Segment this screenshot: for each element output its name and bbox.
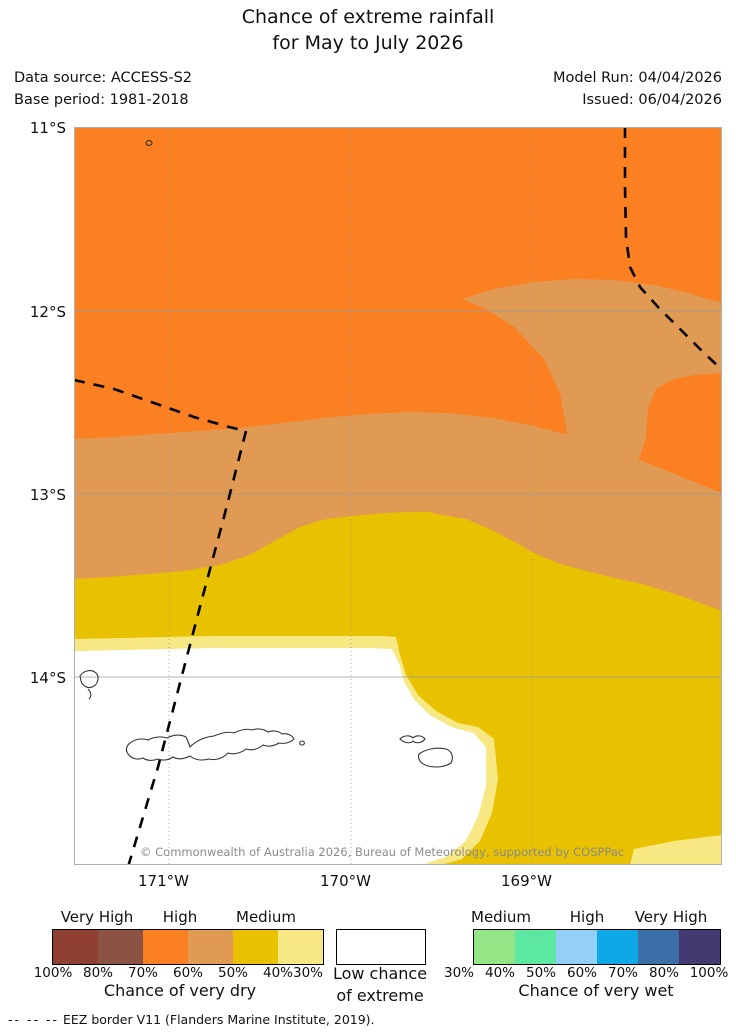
island-west-atoll <box>79 670 99 689</box>
legend-wet-title: Chance of very wet <box>518 981 674 1000</box>
map-copyright: © Commonwealth of Australia 2026, Bureau… <box>140 845 625 859</box>
base-period-text: Base period: 1981-2018 <box>14 92 189 108</box>
eez-dash-sample: -- -- -- <box>8 1012 60 1027</box>
map-canvas <box>74 127 722 865</box>
map-gridlines <box>74 310 722 678</box>
y-axis-tick-11S: 11°S <box>29 119 66 137</box>
eez-border-northeast <box>623 127 722 371</box>
metadata-left: Data source: ACCESS-S2 Base period: 1981… <box>14 67 192 111</box>
legend-wet-swatch-40 <box>515 930 556 964</box>
fill-dry-60-ne-lobe <box>462 279 722 473</box>
model-run-text: Model Run: 04/04/2026 <box>552 70 722 86</box>
fill-low-chance <box>74 648 486 865</box>
legend-wet-tick-70: 70% <box>607 965 639 981</box>
legend-low-chance-title: Low chance of extreme <box>333 963 427 1007</box>
legend-dry-tick-70: 70% <box>127 965 159 981</box>
legend-dry-tick-50: 50% <box>217 965 249 981</box>
fill-dry-40-se-strip <box>630 835 722 865</box>
x-axis-tick-171W: 171°W <box>138 872 189 890</box>
legend-wet-swatch-70 <box>638 930 679 964</box>
legend-wet-tick-40: 40% <box>484 965 516 981</box>
issued-text: Issued: 06/04/2026 <box>582 92 722 108</box>
legend-dry-swatch-100 <box>53 930 98 964</box>
x-axis-tick-169W: 169°W <box>501 872 552 890</box>
title-line-1: Chance of extreme rainfall <box>241 6 495 28</box>
island-tutuila-speck <box>299 740 305 746</box>
legend-dry-swatch-80 <box>98 930 143 964</box>
legend-dry-cat-high: High <box>162 908 198 926</box>
legend-wet-tick-100: 100% <box>689 965 729 981</box>
legend-dry-swatch-70 <box>143 930 188 964</box>
y-axis-tick-13S: 13°S <box>29 486 66 504</box>
x-axis-tick-170W: 170°W <box>320 872 371 890</box>
island-speck-north <box>145 140 153 146</box>
eez-footer-text: EEZ border V11 (Flanders Marine Institut… <box>63 1012 375 1027</box>
legend-dry-tick-100: 100% <box>33 965 73 981</box>
eez-border-southwest <box>127 430 248 865</box>
legend-dry-title: Chance of very dry <box>103 981 257 1000</box>
legend-wet-cat-medium: Medium <box>471 908 531 926</box>
eez-border <box>74 127 722 865</box>
metadata-right: Model Run: 04/04/2026 Issued: 06/04/2026 <box>553 67 722 111</box>
legend-dry-tick-40: 40% <box>262 965 294 981</box>
legend-dry-tick-60: 60% <box>172 965 204 981</box>
data-source-text: Data source: ACCESS-S2 <box>14 70 193 86</box>
legend-dry-swatch-50 <box>233 930 278 964</box>
legend-wet-swatch-60 <box>597 930 638 964</box>
legend-low-chance-swatch[interactable] <box>336 929 426 965</box>
page-title: Chance of extreme rainfall for May to Ju… <box>0 4 736 56</box>
legend-wet-cat-high: High <box>569 908 605 926</box>
legend-dry-colorbar[interactable] <box>52 929 324 965</box>
legend-wet-tick-80: 80% <box>648 965 680 981</box>
y-axis-tick-12S: 12°S <box>29 303 66 321</box>
legend-dry-swatch-40 <box>278 930 323 964</box>
island-west-atoll-tail <box>87 688 92 700</box>
eez-footer: -- -- -- EEZ border V11 (Flanders Marine… <box>8 1012 375 1027</box>
legend-dry-cat-very-high: Very High <box>60 908 134 926</box>
island-tutuila <box>125 728 295 761</box>
y-axis-tick-14S: 14°S <box>29 669 66 687</box>
legend-wet-tick-30: 30% <box>443 965 475 981</box>
fill-dry-60-east-wedge <box>432 416 722 611</box>
title-line-2: for May to July 2026 <box>272 32 464 54</box>
map-border <box>74 127 722 865</box>
legend-wet-cat-very-high: Very High <box>634 908 708 926</box>
map-gridlines-lon <box>168 127 533 865</box>
legend-low-chance-line2: of extreme <box>336 986 424 1005</box>
legend-wet-tick-60: 60% <box>566 965 598 981</box>
legend-dry-swatch-60 <box>188 930 233 964</box>
legend-low-chance-line1: Low chance <box>332 964 428 983</box>
legend-dry-tick-30: 30% <box>292 965 324 981</box>
island-outlines <box>79 140 453 768</box>
island-tau <box>417 747 453 768</box>
legend-wet-swatch-50 <box>556 930 597 964</box>
legend-wet-tick-50: 50% <box>525 965 557 981</box>
island-ofu-olosega <box>399 735 426 744</box>
eez-border-west <box>74 378 247 433</box>
legend-dry-tick-80: 80% <box>82 965 114 981</box>
legend-wet-swatch-30 <box>474 930 515 964</box>
legend-wet-swatch-80 <box>679 930 720 964</box>
legend-wet-colorbar[interactable] <box>473 929 721 965</box>
fill-dry-50-se <box>492 543 722 843</box>
legend-dry-cat-medium: Medium <box>236 908 296 926</box>
contour-final <box>74 127 722 865</box>
rainfall-map[interactable] <box>74 127 722 865</box>
